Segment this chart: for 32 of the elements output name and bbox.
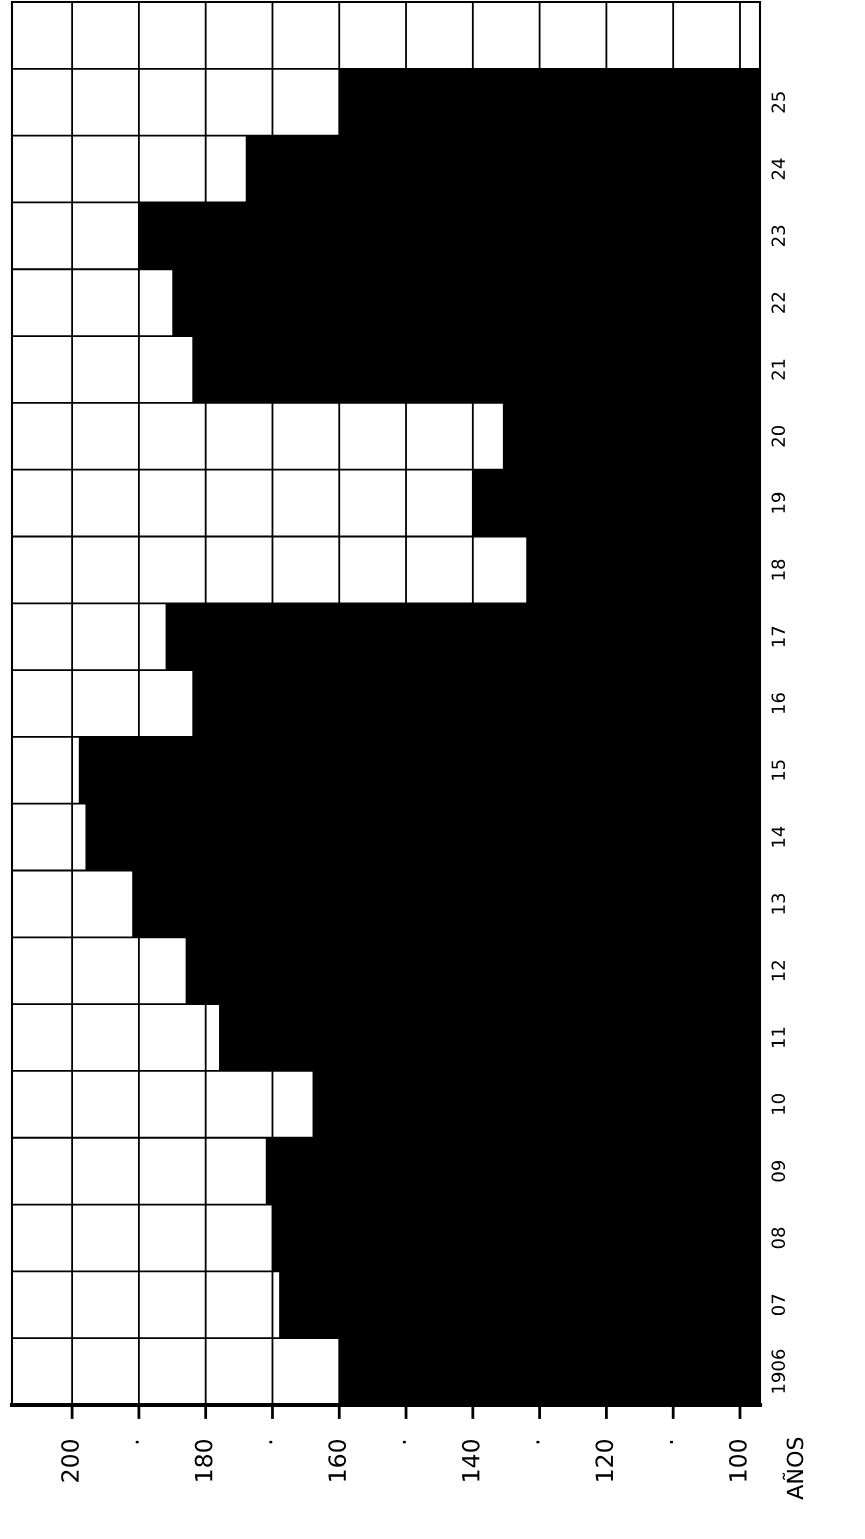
y-tick-label: 1906 bbox=[771, 1349, 786, 1393]
x-tick-label: · bbox=[402, 1440, 406, 1444]
x-tick-label: 200 bbox=[61, 1439, 79, 1482]
y-tick-label: 22 bbox=[771, 292, 785, 313]
y-tick-label: 07 bbox=[771, 1294, 786, 1316]
y-tick-label: 08 bbox=[771, 1227, 786, 1249]
y-tick-label: 09 bbox=[771, 1160, 786, 1182]
y-tick-label: 21 bbox=[771, 359, 785, 380]
x-tick-label: 160 bbox=[328, 1439, 347, 1481]
y-tick-label: 18 bbox=[771, 559, 786, 580]
x-tick-label: 140 bbox=[461, 1439, 480, 1481]
x-tick-label: 100 bbox=[728, 1439, 747, 1481]
x-tick-label: · bbox=[670, 1440, 673, 1444]
y-tick-label: 17 bbox=[771, 626, 785, 647]
y-tick-label: 14 bbox=[771, 826, 785, 847]
y-tick-label: 10 bbox=[771, 1094, 786, 1114]
x-tick-label: · bbox=[536, 1440, 540, 1444]
y-tick-label: 15 bbox=[771, 760, 786, 780]
x-tick-label: 180 bbox=[194, 1439, 213, 1481]
y-tick-label: 16 bbox=[771, 693, 786, 713]
x-tick-label: · bbox=[269, 1440, 273, 1444]
y-tick-label: 24 bbox=[771, 158, 785, 180]
y-tick-label: 25 bbox=[771, 92, 786, 113]
y-tick-label: 13 bbox=[771, 893, 786, 914]
y-tick-label: 19 bbox=[771, 492, 786, 513]
y-tick-label: 23 bbox=[771, 225, 786, 246]
y-axis-title: AÑOS bbox=[782, 1437, 804, 1500]
y-tick-label: 12 bbox=[771, 961, 785, 981]
x-tick-label: · bbox=[135, 1440, 139, 1444]
y-tick-label: 20 bbox=[771, 425, 786, 447]
y-tick-label: 11 bbox=[771, 1027, 785, 1048]
x-tick-label: 120 bbox=[595, 1439, 614, 1481]
